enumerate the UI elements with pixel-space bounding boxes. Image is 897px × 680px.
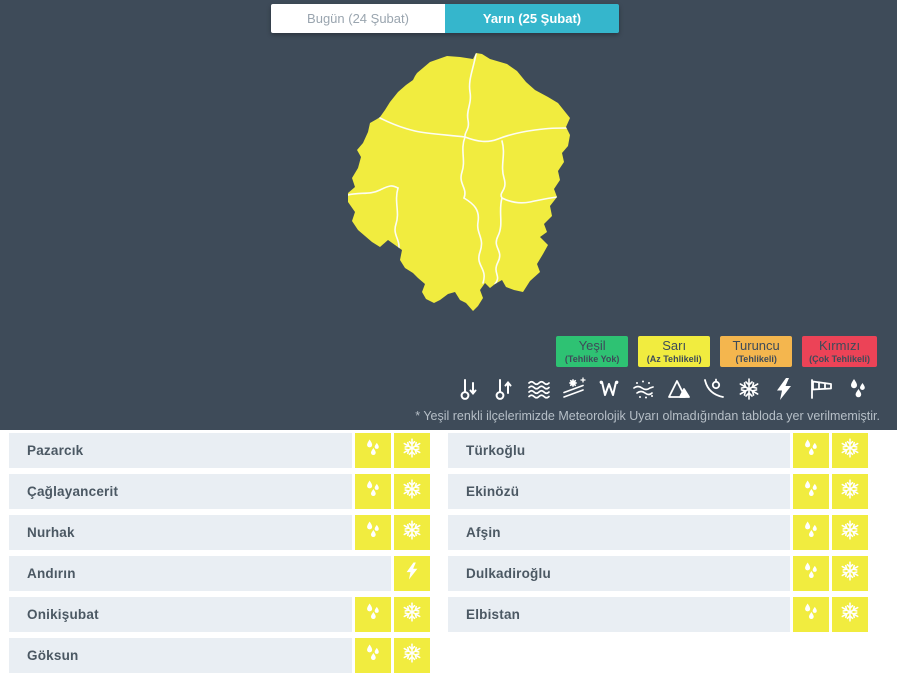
district-name: Andırın bbox=[9, 556, 391, 591]
lightning-icon bbox=[777, 378, 791, 400]
rain-warning-cell[interactable] bbox=[355, 515, 391, 550]
district-name: Afşin bbox=[448, 515, 790, 550]
district-name: Elbistan bbox=[448, 597, 790, 632]
rain-icon bbox=[362, 642, 384, 669]
legend-red: Kırmızı (Çok Tehlikeli) bbox=[802, 336, 877, 368]
district-name: Nurhak bbox=[9, 515, 352, 550]
district-row: Onikişubat bbox=[9, 597, 430, 632]
snow-icon bbox=[839, 519, 861, 546]
legend-orange: Turuncu (Tehlikeli) bbox=[720, 336, 793, 368]
legend-yellow-title: Sarı bbox=[662, 338, 687, 353]
snow-icon bbox=[401, 601, 423, 628]
rain-icon bbox=[800, 478, 822, 505]
snow-icon bbox=[401, 437, 423, 464]
rain-icon bbox=[800, 519, 822, 546]
temp-rise-icon bbox=[495, 379, 512, 400]
legend-red-title: Kırmızı bbox=[818, 338, 861, 353]
legend-yellow-subtitle: (Az Tehlikeli) bbox=[646, 353, 702, 364]
snow-warning-cell[interactable] bbox=[394, 515, 430, 550]
rain-warning-cell[interactable] bbox=[793, 433, 829, 468]
note-text: * Yeşil renkli ilçelerimizde Meteoroloji… bbox=[415, 409, 880, 423]
warning-legend: Yeşil (Tehlike Yok) Sarı (Az Tehlikeli) … bbox=[556, 336, 877, 368]
snow-icon bbox=[839, 437, 861, 464]
legend-orange-title: Turuncu bbox=[732, 338, 780, 353]
snow-icon bbox=[401, 642, 423, 669]
district-column-right: Türkoğlu Ekinözü Afşin Dulkadiroğlu Elbi… bbox=[448, 433, 868, 638]
district-column-left: Pazarcık Çağlayancerit Nurhak Andırın On… bbox=[9, 433, 430, 679]
hazard-icon-strip bbox=[456, 376, 871, 402]
legend-green-subtitle: (Tehlike Yok) bbox=[564, 353, 620, 364]
rain-icon bbox=[800, 437, 822, 464]
rain-warning-cell[interactable] bbox=[355, 474, 391, 509]
district-name: Türkoğlu bbox=[448, 433, 790, 468]
snow-warning-cell[interactable] bbox=[394, 597, 430, 632]
district-name: Pazarcık bbox=[9, 433, 352, 468]
snow-warning-cell[interactable] bbox=[394, 638, 430, 673]
rain-icon bbox=[362, 601, 384, 628]
district-row: Nurhak bbox=[9, 515, 430, 550]
snow-warning-cell[interactable] bbox=[832, 515, 868, 550]
rain-warning-cell[interactable] bbox=[793, 597, 829, 632]
district-row: Türkoğlu bbox=[448, 433, 868, 468]
district-row: Elbistan bbox=[448, 597, 868, 632]
rain-icon bbox=[800, 560, 822, 587]
road-icing-icon bbox=[563, 377, 586, 398]
legend-red-subtitle: (Çok Tehlikeli) bbox=[809, 353, 870, 364]
snow-warning-cell[interactable] bbox=[832, 597, 868, 632]
district-row: Dulkadiroğlu bbox=[448, 556, 868, 591]
district-name: Ekinözü bbox=[448, 474, 790, 509]
snow-warning-cell[interactable] bbox=[394, 433, 430, 468]
frost-icon bbox=[599, 380, 619, 396]
avalanche-icon bbox=[668, 380, 690, 398]
district-row: Çağlayancerit bbox=[9, 474, 430, 509]
snow-warning-cell[interactable] bbox=[394, 474, 430, 509]
legend-orange-subtitle: (Tehlikeli) bbox=[735, 353, 777, 364]
rain-warning-cell[interactable] bbox=[355, 433, 391, 468]
district-name: Onikişubat bbox=[9, 597, 352, 632]
legend-green: Yeşil (Tehlike Yok) bbox=[556, 336, 629, 368]
snow-icon bbox=[401, 478, 423, 505]
tab-today[interactable]: Bugün (24 Şubat) bbox=[271, 4, 445, 33]
warning-map-panel: Bugün (24 Şubat) Yarın (25 Şubat) bbox=[0, 0, 897, 430]
snow-icon bbox=[839, 560, 861, 587]
rain-icon bbox=[851, 379, 865, 398]
district-row: Ekinözü bbox=[448, 474, 868, 509]
storm-wind-icon bbox=[811, 379, 832, 399]
tab-tomorrow[interactable]: Yarın (25 Şubat) bbox=[445, 4, 619, 33]
district-name: Çağlayancerit bbox=[9, 474, 352, 509]
rain-icon bbox=[362, 437, 384, 464]
lightning-icon bbox=[402, 560, 422, 587]
district-row: Afşin bbox=[448, 515, 868, 550]
district-row: Göksun bbox=[9, 638, 430, 673]
snow-icon bbox=[839, 601, 861, 628]
rain-warning-cell[interactable] bbox=[793, 556, 829, 591]
snow-warning-cell[interactable] bbox=[832, 556, 868, 591]
district-row: Pazarcık bbox=[9, 433, 430, 468]
fog-icon bbox=[528, 380, 550, 399]
snow-icon bbox=[738, 378, 760, 400]
district-row: Andırın bbox=[9, 556, 430, 591]
legend-yellow: Sarı (Az Tehlikeli) bbox=[638, 336, 711, 368]
province-map[interactable] bbox=[330, 40, 620, 330]
rain-icon bbox=[362, 478, 384, 505]
district-name: Dulkadiroğlu bbox=[448, 556, 790, 591]
rain-icon bbox=[362, 519, 384, 546]
snow-icon bbox=[839, 478, 861, 505]
rain-warning-cell[interactable] bbox=[355, 597, 391, 632]
temp-drop-icon bbox=[460, 379, 477, 400]
legend-green-title: Yeşil bbox=[578, 338, 606, 353]
snow-icon bbox=[401, 519, 423, 546]
date-tabs: Bugün (24 Şubat) Yarın (25 Şubat) bbox=[271, 4, 619, 33]
rain-warning-cell[interactable] bbox=[793, 515, 829, 550]
rain-icon bbox=[800, 601, 822, 628]
lightning-warning-cell[interactable] bbox=[394, 556, 430, 591]
rain-warning-cell[interactable] bbox=[355, 638, 391, 673]
rockfall-icon bbox=[704, 378, 724, 398]
snow-warning-cell[interactable] bbox=[832, 474, 868, 509]
blowing-snow-icon bbox=[633, 380, 654, 399]
district-warning-table: Pazarcık Çağlayancerit Nurhak Andırın On… bbox=[9, 433, 868, 679]
rain-warning-cell[interactable] bbox=[793, 474, 829, 509]
snow-warning-cell[interactable] bbox=[832, 433, 868, 468]
district-name: Göksun bbox=[9, 638, 352, 673]
